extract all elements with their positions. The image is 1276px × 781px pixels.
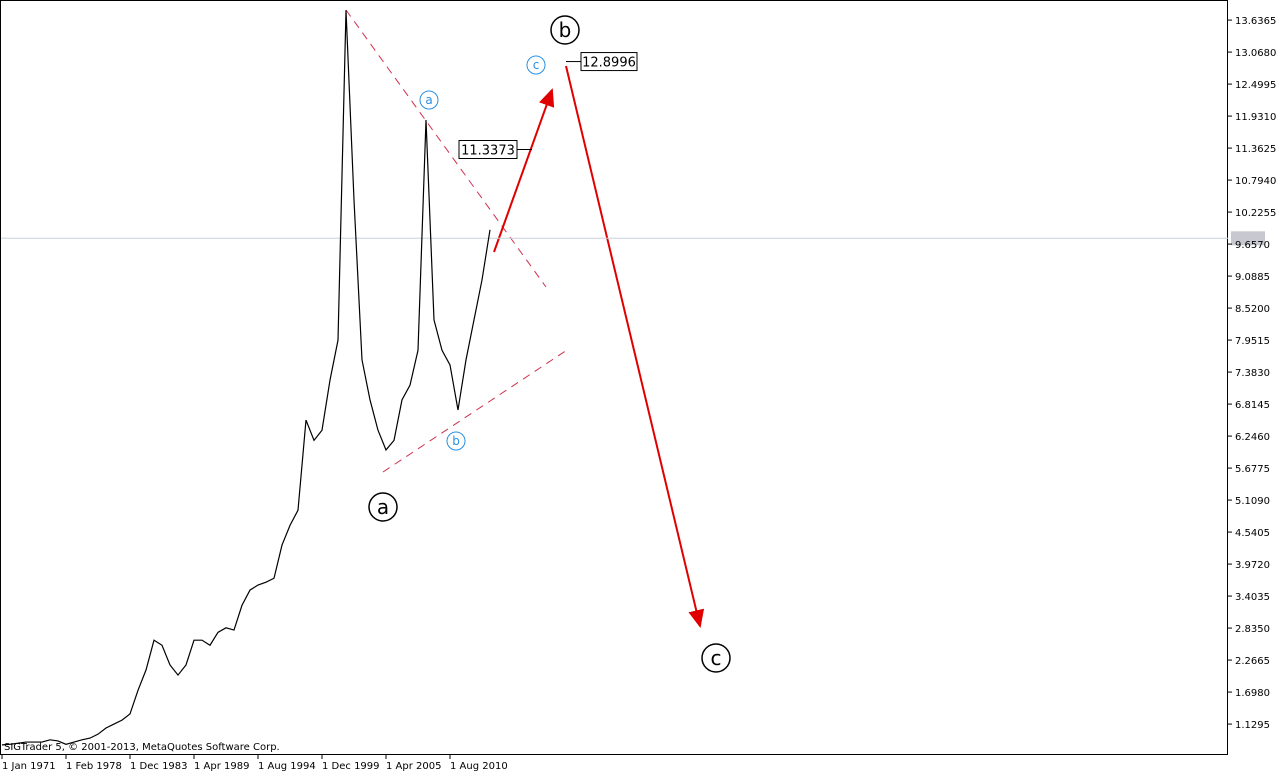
y-tick-label: 5.6775 — [1235, 464, 1270, 475]
wave-text: b — [452, 434, 460, 448]
wave-text: a — [425, 93, 432, 107]
wave-text: c — [533, 58, 540, 72]
annotation-label: 11.3373 — [461, 143, 515, 158]
y-tick-label: 3.4035 — [1235, 592, 1270, 603]
trend-line — [345, 9, 547, 288]
y-tick-label: 6.2460 — [1235, 432, 1270, 443]
current-price-box — [1231, 231, 1265, 246]
y-tick-label: 9.0885 — [1235, 272, 1270, 283]
x-tick-label: 1 Aug 1994 — [258, 761, 316, 772]
y-tick-label: 13.0680 — [1235, 48, 1276, 59]
y-tick-label: 10.7940 — [1235, 176, 1276, 187]
x-tick-label: 1 Jan 1971 — [2, 761, 56, 772]
y-tick-label: 7.9515 — [1235, 336, 1270, 347]
x-tick-label: 1 Apr 1989 — [194, 761, 249, 772]
y-tick-label: 12.4995 — [1235, 80, 1276, 91]
y-tick-label: 8.5200 — [1235, 304, 1270, 315]
wave-text: c — [711, 646, 722, 670]
annotation-box — [458, 139, 518, 159]
copyright: SIGTrader 5, © 2001-2013, MetaQuotes Sof… — [4, 742, 280, 753]
forecast-arrow — [493, 88, 555, 253]
wave-label: c — [701, 643, 731, 673]
x-tick-label: 1 Feb 1978 — [66, 761, 122, 772]
x-tick-label: 1 Apr 2005 — [386, 761, 441, 772]
forecast-arrow — [565, 65, 705, 628]
wave-text: a — [377, 495, 389, 519]
y-tick-label: 13.6365 — [1235, 16, 1276, 27]
x-tick-label: 1 Dec 1999 — [322, 761, 380, 772]
y-tick-label: 7.3830 — [1235, 368, 1270, 379]
annotation-label: 12.8996 — [582, 56, 636, 71]
wave-label: b — [550, 15, 580, 45]
wave-text: b — [559, 18, 572, 42]
trend-line — [382, 349, 568, 473]
y-tick-label: 4.5405 — [1235, 528, 1270, 539]
y-tick-label: 11.3625 — [1235, 144, 1276, 155]
wave-label: b — [446, 431, 466, 451]
annotation-box — [580, 52, 638, 72]
price-line — [1, 10, 491, 746]
y-tick-label: 5.1090 — [1235, 496, 1270, 507]
x-tick-label: 1 Aug 2010 — [450, 761, 508, 772]
y-tick-label: 9.6570 — [1235, 240, 1270, 251]
y-tick-label: 2.8350 — [1235, 624, 1270, 635]
y-tick-label: 1.6980 — [1235, 688, 1270, 699]
x-tick-label: 1 Dec 1983 — [130, 761, 188, 772]
y-tick-label: 10.2255 — [1235, 208, 1276, 219]
y-tick-label: 6.8145 — [1235, 400, 1270, 411]
wave-label: a — [368, 492, 398, 522]
y-tick-label: 11.9310 — [1235, 112, 1276, 123]
wave-label: c — [526, 55, 546, 75]
plot-frame — [0, 0, 1228, 755]
wave-label: a — [419, 90, 439, 110]
y-tick-label: 3.9720 — [1235, 560, 1270, 571]
y-tick-label: 2.2665 — [1235, 656, 1270, 667]
y-tick-label: 1.1295 — [1235, 720, 1270, 731]
